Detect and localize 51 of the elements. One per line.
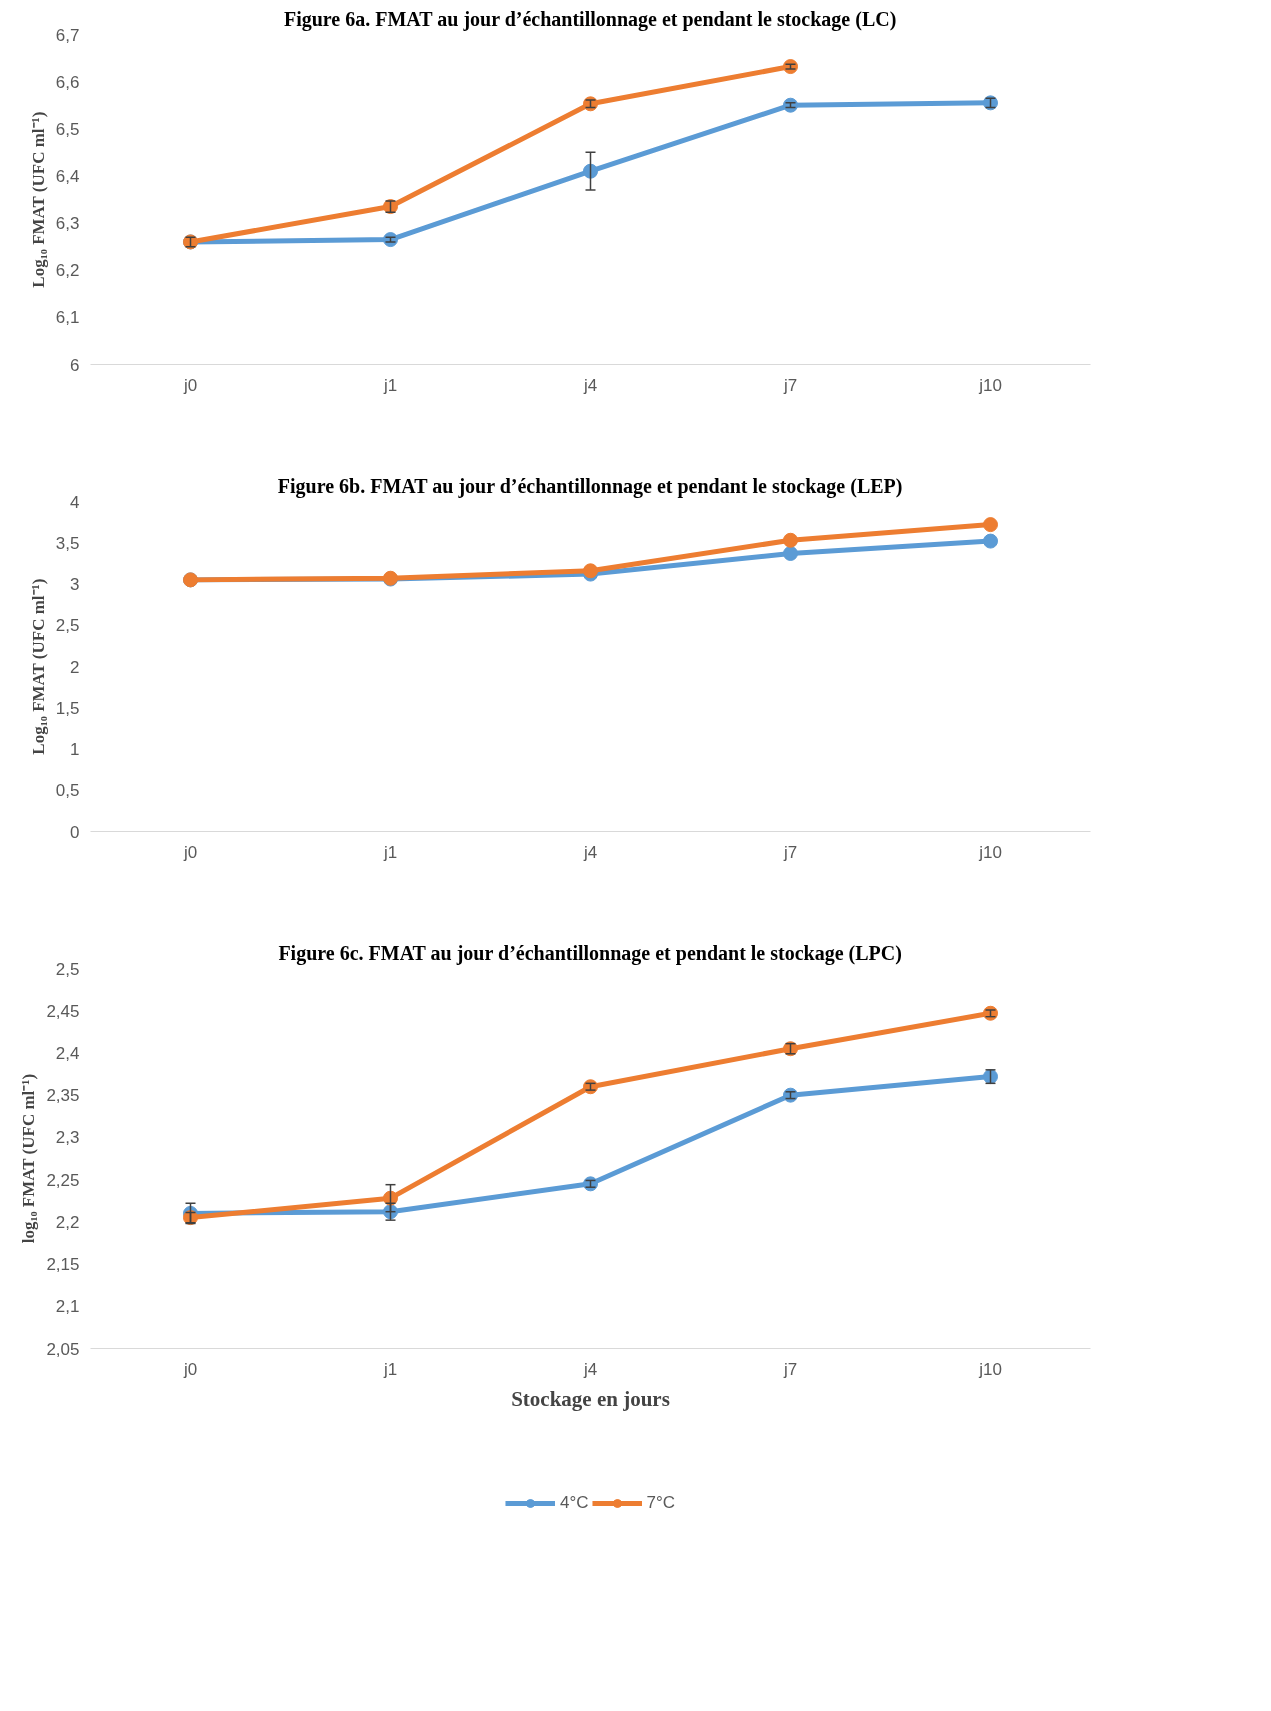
y-tick-label: 6,4 xyxy=(55,166,80,186)
x-tick-label: j0 xyxy=(182,1359,198,1379)
x-tick-label: j0 xyxy=(182,375,198,395)
y-axis-title: log₁₀ FMAT (UFC ml⁻¹) xyxy=(19,1073,39,1244)
y-axis-title: Log₁₀ FMAT (UFC ml⁻¹) xyxy=(28,111,48,288)
x-tick-label: j7 xyxy=(782,842,798,862)
y-tick-label: 6,2 xyxy=(55,261,80,281)
x-tick-label: j7 xyxy=(782,1359,798,1379)
y-tick-label: 2,35 xyxy=(46,1086,80,1106)
legend-label: 4°C xyxy=(559,1493,589,1513)
x-tick-label: j10 xyxy=(978,842,1002,862)
y-tick-label: 2,05 xyxy=(46,1339,80,1359)
chart-title: Figure 6c. FMAT au jour d’échantillonnage et pendant le stockage (LPC) xyxy=(278,941,902,965)
x-tick-label: j1 xyxy=(382,1359,398,1379)
y-tick-label: 2,3 xyxy=(55,1128,80,1148)
x-axis-title: Stockage en jours xyxy=(511,1386,670,1411)
y-tick-label: 2 xyxy=(70,657,80,677)
y-tick-label: 2,45 xyxy=(46,1001,80,1021)
x-tick-label: j1 xyxy=(382,375,398,395)
y-axis-title: Log₁₀ FMAT (UFC ml⁻¹) xyxy=(28,578,48,755)
y-tick-label: 3,5 xyxy=(55,533,80,553)
y-tick-label: 2,5 xyxy=(55,616,80,636)
x-tick-label: j10 xyxy=(978,1359,1002,1379)
y-tick-label: 2,1 xyxy=(55,1297,80,1317)
legend-label: 7°C xyxy=(646,1493,676,1513)
y-tick-label: 6 xyxy=(70,355,80,375)
y-tick-label: 3 xyxy=(70,575,80,594)
y-tick-label: 2,25 xyxy=(46,1170,80,1190)
y-tick-label: 6,7 xyxy=(55,25,80,45)
y-tick-label: 1 xyxy=(70,740,80,759)
y-tick-label: 1,5 xyxy=(55,698,80,718)
chart-title: Figure 6b. FMAT au jour d’échantillonnage et pendant le stockage (LEP) xyxy=(277,474,903,498)
y-tick-label: 2,15 xyxy=(46,1255,80,1275)
y-tick-label: 2,5 xyxy=(55,959,80,979)
y-tick-label: 2,2 xyxy=(55,1212,80,1232)
y-tick-label: 2,4 xyxy=(55,1043,80,1063)
y-tick-label: 6,6 xyxy=(55,72,80,92)
x-tick-label: j4 xyxy=(582,842,598,862)
y-tick-label: 6,5 xyxy=(55,119,80,139)
y-tick-label: 0,5 xyxy=(55,781,80,801)
x-tick-label: j4 xyxy=(582,375,598,395)
x-tick-label: j0 xyxy=(182,842,198,862)
x-tick-label: j1 xyxy=(382,842,398,862)
x-tick-label: j10 xyxy=(978,375,1002,395)
chart-title: Figure 6a. FMAT au jour d’échantillonnage et pendant le stockage (LC) xyxy=(283,7,897,31)
y-tick-label: 0 xyxy=(70,822,80,842)
y-tick-label: 4 xyxy=(70,492,80,512)
x-tick-label: j7 xyxy=(782,375,798,395)
y-tick-label: 6,1 xyxy=(55,308,80,328)
x-tick-label: j4 xyxy=(582,1359,598,1379)
y-tick-label: 6,3 xyxy=(55,214,80,234)
